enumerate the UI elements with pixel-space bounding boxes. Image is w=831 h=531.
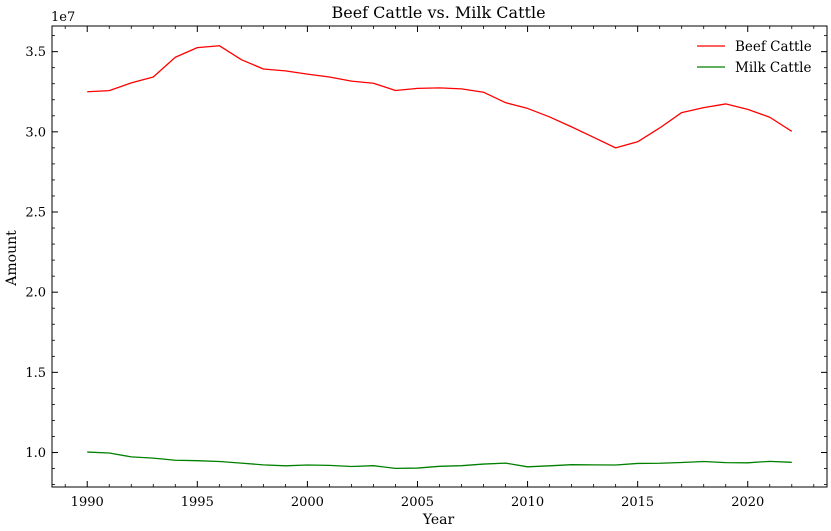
x-tick-label: 2015	[621, 495, 654, 510]
chart-title: Beef Cattle vs. Milk Cattle	[331, 3, 545, 22]
x-tick-label: 2005	[401, 495, 434, 510]
y-tick-label: 3.5	[25, 45, 46, 60]
legend: Beef Cattle Milk Cattle	[697, 39, 812, 76]
legend-label-milk-cattle: Milk Cattle	[735, 60, 811, 76]
y-axis-offset-label: 1e7	[51, 10, 75, 25]
legend-label-beef-cattle: Beef Cattle	[735, 39, 812, 55]
x-tick-label: 2000	[291, 495, 324, 510]
x-tick-label: 2020	[731, 495, 764, 510]
x-tick-label: 2010	[511, 495, 544, 510]
x-axis-title: Year	[422, 512, 455, 528]
y-axis-title: Amount	[4, 230, 20, 287]
x-tick-label: 1995	[181, 495, 214, 510]
y-tick-label: 1.5	[25, 366, 46, 381]
y-tick-label: 2.0	[25, 286, 46, 301]
y-tick-label: 1.0	[25, 446, 46, 461]
y-tick-label: 2.5	[25, 206, 46, 221]
series-line-beef-cattle	[87, 45, 793, 149]
axes-frame	[51, 25, 828, 488]
series-line-milk-cattle	[87, 451, 792, 470]
x-tick-label: 1990	[71, 495, 104, 510]
y-tick-label: 3.0	[25, 125, 46, 140]
